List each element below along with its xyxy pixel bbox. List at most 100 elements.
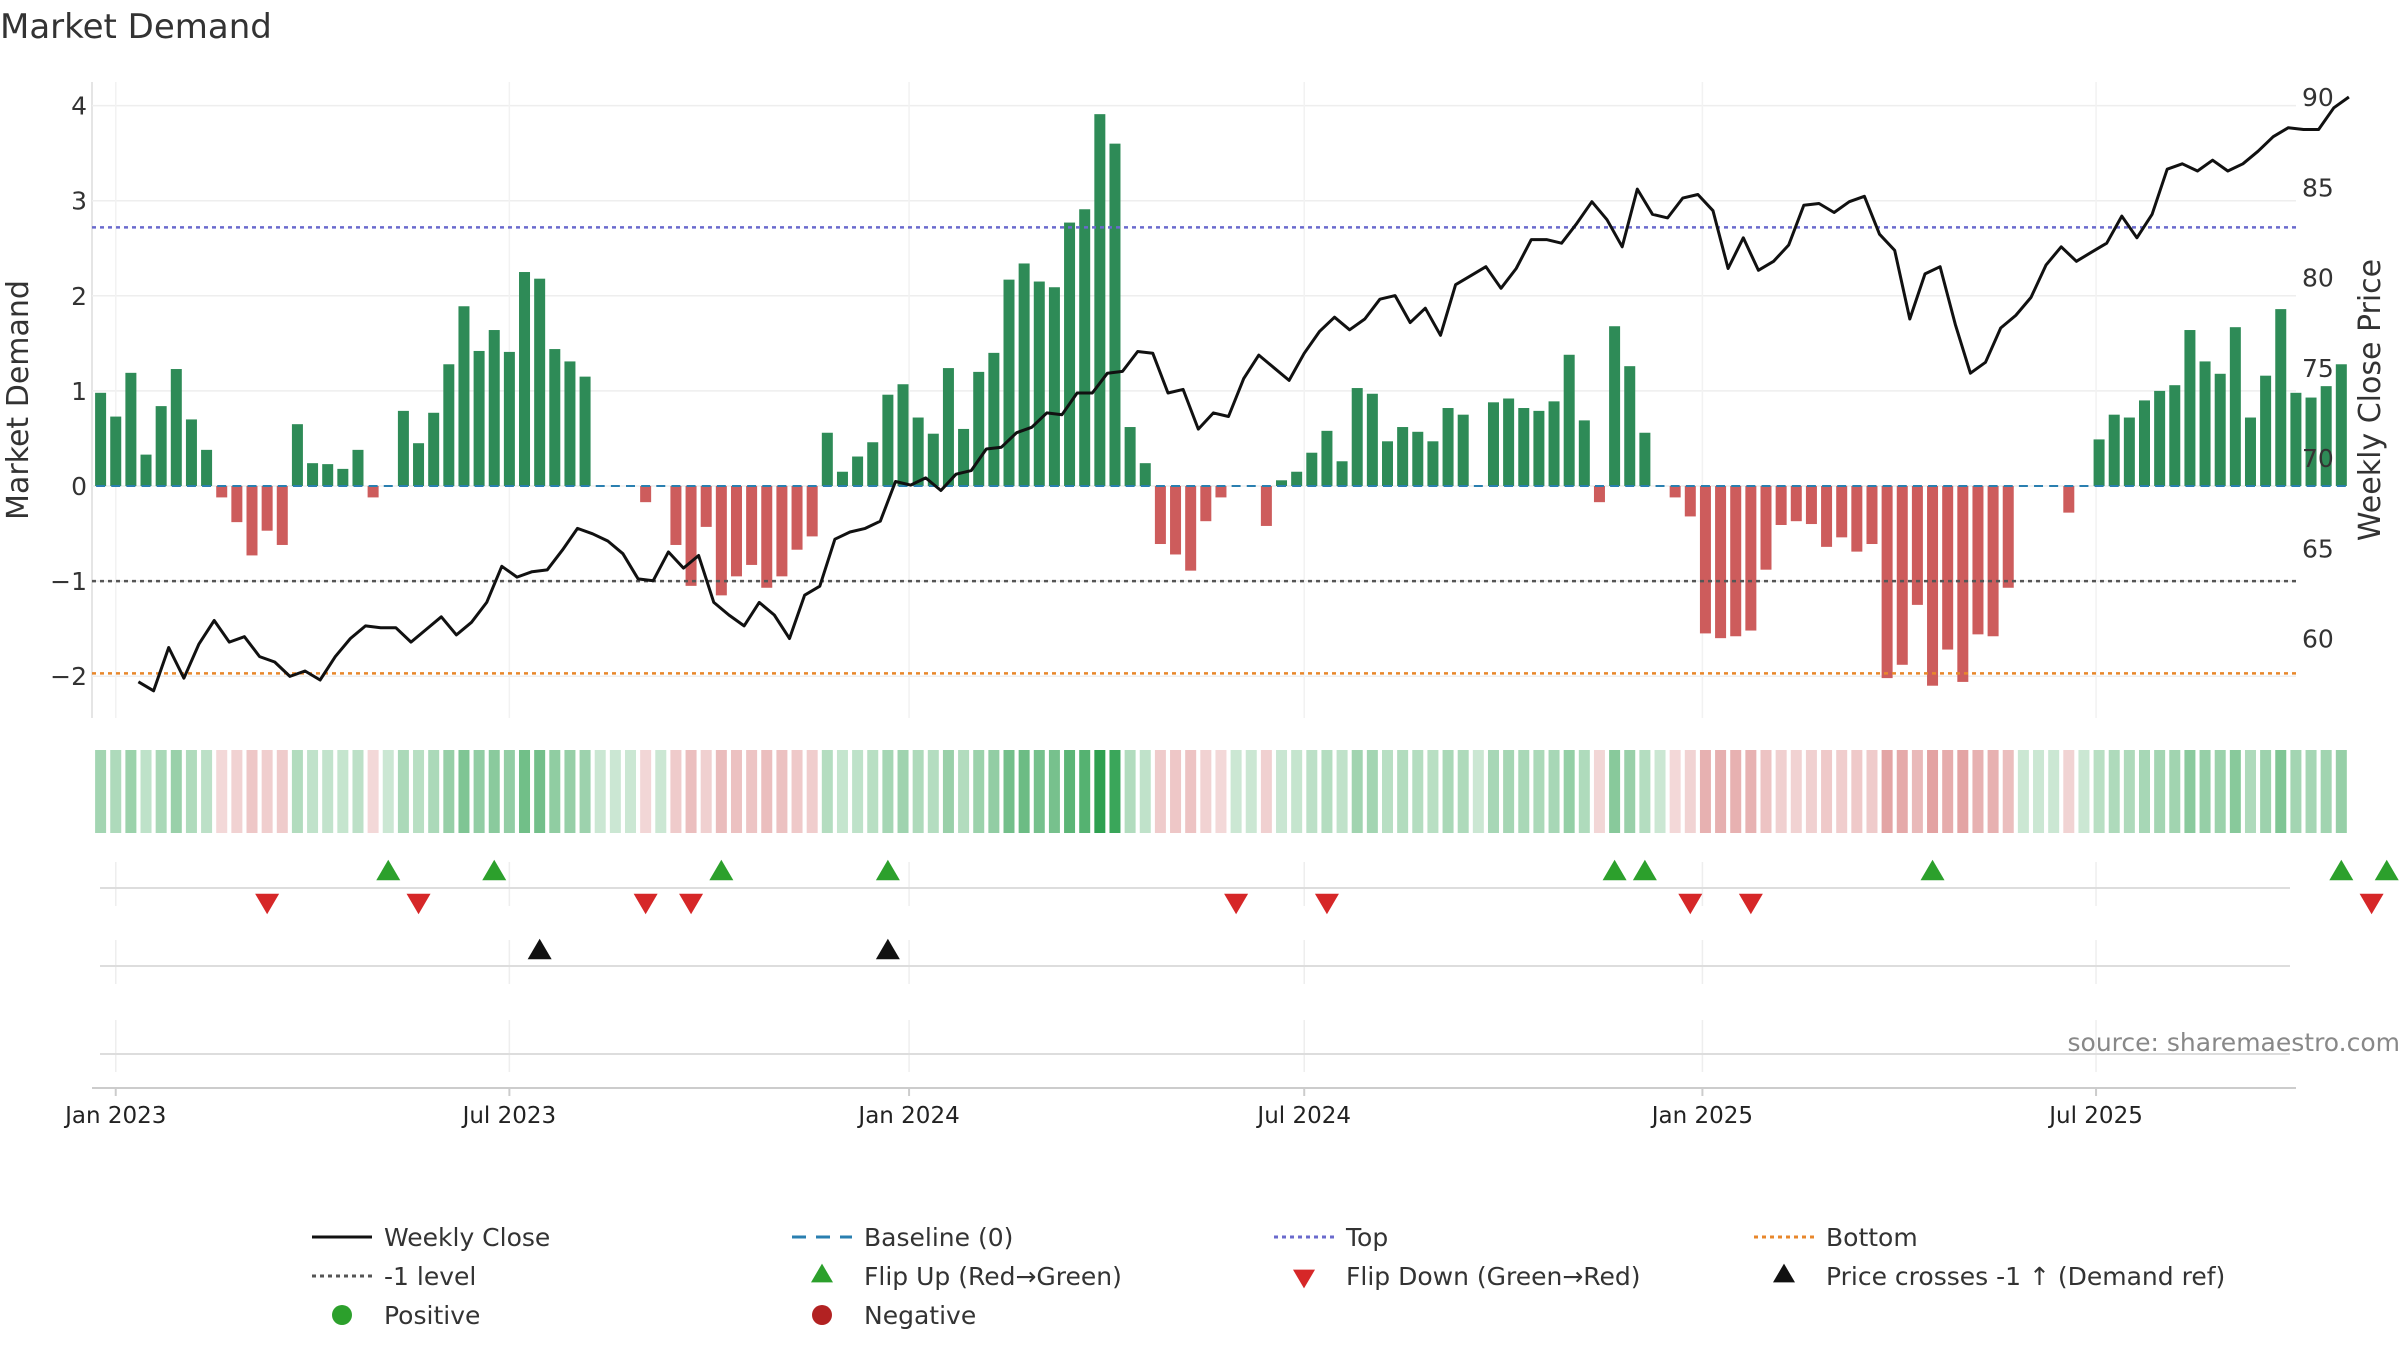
demand-bar [2229, 327, 2241, 486]
demand-bar [1033, 281, 1045, 486]
heat-cell [276, 750, 288, 833]
demand-bar [2305, 397, 2317, 486]
demand-bar [2275, 309, 2287, 486]
demand-bar [352, 449, 364, 486]
legend-label: Top [1345, 1223, 1388, 1252]
demand-bar [1291, 471, 1303, 486]
demand-bar [564, 361, 576, 486]
heat-cell [2335, 750, 2347, 833]
demand-bar [473, 350, 485, 486]
demand-bar [367, 486, 379, 498]
heat-cell [2017, 750, 2029, 833]
demand-bar [640, 486, 652, 503]
legend-swatch [812, 1305, 832, 1325]
demand-bar [1321, 430, 1333, 486]
heat-cell [2305, 750, 2317, 833]
demand-bar [276, 486, 288, 545]
demand-bar [2093, 439, 2105, 486]
weekly-close-line [137, 95, 2350, 693]
demand-bar [488, 330, 500, 486]
demand-bar [1548, 401, 1560, 486]
demand-bar [261, 486, 273, 531]
demand-bar [155, 406, 167, 486]
demand-bar [1154, 486, 1166, 545]
heat-cell [2002, 750, 2014, 833]
demand-bar [201, 449, 213, 486]
heat-cell [821, 750, 833, 833]
heat-cell [836, 750, 848, 833]
legend-label: Baseline (0) [864, 1223, 1013, 1252]
heat-cell [1927, 750, 1939, 833]
heat-cell [761, 750, 773, 833]
heat-cell [2199, 750, 2211, 833]
demand-bar [1336, 461, 1348, 486]
demand-bar [1366, 393, 1378, 486]
demand-bar [503, 351, 515, 486]
heat-cell [2244, 750, 2256, 833]
heat-cell [1881, 750, 1893, 833]
demand-bar [1836, 486, 1848, 538]
legend-item-flip-up: Flip Up (Red→Green) [811, 1262, 1122, 1291]
heat-cell [640, 750, 652, 833]
demand-bar [1896, 486, 1908, 665]
demand-bar [958, 428, 970, 486]
heat-cell [2048, 750, 2060, 833]
heat-cell [670, 750, 682, 833]
demand-bar [413, 443, 425, 486]
demand-bar [1942, 486, 1954, 650]
heat-cell [715, 750, 727, 833]
main-panel: 4 3 2 1 0 −1 −2 90 85 80 75 70 65 60 Market Demand W… [1, 82, 2388, 718]
cross-markers [527, 938, 900, 960]
demand-bar [1684, 486, 1696, 517]
heat-cell [2169, 750, 2181, 833]
demand-bar [185, 419, 197, 486]
demand-bar [1018, 263, 1030, 486]
heat-cell [1957, 750, 1969, 833]
demand-bar [1487, 402, 1499, 486]
demand-bar [670, 486, 682, 545]
legend-item-negative: Negative [812, 1301, 976, 1330]
heat-cell [503, 750, 515, 833]
heat-cell [1048, 750, 1060, 833]
legend-label: Flip Down (Green→Red) [1346, 1262, 1641, 1291]
demand-bar [307, 463, 319, 486]
left-y-ticks: 4 3 2 1 0 −1 −2 [50, 92, 87, 692]
demand-bar [1669, 486, 1681, 498]
left-y-tick-label: 1 [71, 377, 87, 406]
demand-bar [1351, 388, 1363, 486]
demand-bar [1064, 222, 1076, 486]
legend-label: Bottom [1826, 1223, 1918, 1252]
legend-item-weekly-close: Weekly Close [312, 1223, 550, 1252]
demand-bar [897, 384, 909, 486]
cross-marker [527, 938, 552, 960]
demand-bar [1457, 414, 1469, 486]
demand-bar [519, 272, 531, 486]
demand-bar [1593, 486, 1605, 503]
demand-bar [1442, 408, 1454, 486]
heat-cell [1139, 750, 1151, 833]
heat-cell [1593, 750, 1605, 833]
heat-cell [988, 750, 1000, 833]
legend-swatch [332, 1305, 352, 1325]
demand-bar [746, 486, 758, 565]
demand-bar [2063, 486, 2075, 513]
demand-bar [246, 486, 258, 556]
demand-bar [291, 424, 303, 486]
heat-cell [867, 750, 879, 833]
demand-bar [1048, 287, 1060, 486]
flip-up-marker [376, 859, 401, 881]
heat-cell [1639, 750, 1651, 833]
right-y-tick-label: 90 [2302, 83, 2334, 112]
demand-bar [685, 486, 697, 586]
left-y-tick-label: −2 [50, 662, 87, 691]
demand-bar [1957, 486, 1969, 682]
demand-bar [2139, 400, 2150, 486]
heat-cell [1079, 750, 1091, 833]
heat-cell [473, 750, 485, 833]
heat-cell [2108, 750, 2120, 833]
demand-bar [2244, 417, 2256, 486]
demand-bar [1745, 486, 1757, 631]
heat-cell [549, 750, 561, 833]
demand-bar [1730, 486, 1742, 637]
demand-bar [1003, 279, 1015, 486]
